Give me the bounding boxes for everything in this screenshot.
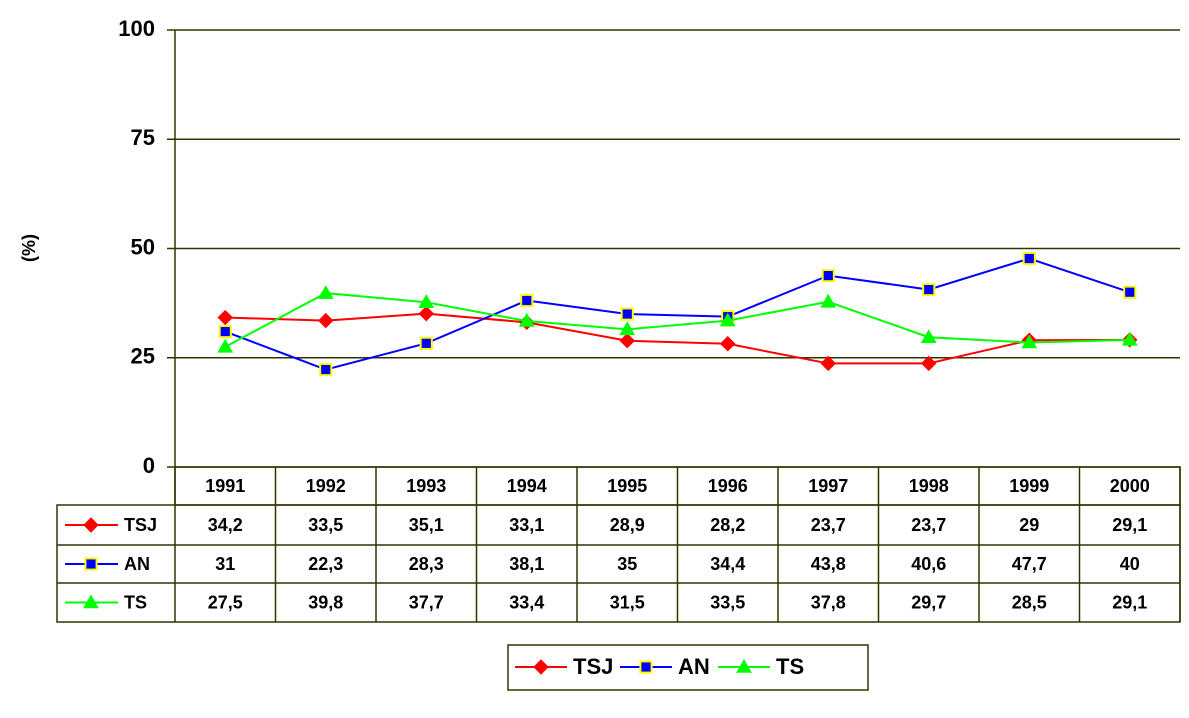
table-value: 31,5 [610,592,645,612]
table-value: 33,4 [509,592,544,612]
table-value: 35 [617,554,637,574]
table-value: 40 [1120,554,1140,574]
marker [639,660,653,674]
series-line [225,312,1130,365]
table-value: 43,8 [811,554,846,574]
x-tick-label: 2000 [1110,476,1150,496]
series-line [224,292,1130,348]
table-value: 28,3 [409,554,444,574]
table-value: 27,5 [208,592,243,612]
x-tick-label: 1997 [808,476,848,496]
table-value: 47,7 [1012,554,1047,574]
y-tick-label: 25 [131,344,155,369]
x-tick-label: 1996 [708,476,748,496]
marker [83,517,99,533]
series-line [224,257,1131,371]
marker [619,321,636,336]
marker [619,332,635,349]
legend-label: TSJ [573,654,613,679]
table-value: 22,3 [308,554,343,574]
table-value: 23,7 [911,515,946,535]
table-value: 40,6 [911,554,946,574]
table-value: 29 [1019,515,1039,535]
y-tick-label: 50 [131,234,155,259]
marker [518,313,535,327]
table-value: 38,1 [509,554,544,574]
marker [83,594,99,609]
legend-box [507,644,869,691]
table-series-name: TS [124,592,147,612]
table-value: 34,2 [208,515,243,535]
marker [418,294,435,309]
x-tick-label: 1991 [205,476,245,496]
marker [719,312,736,327]
table-value: 39,8 [308,592,343,612]
marker [922,282,936,297]
table-value: 35,1 [409,515,444,535]
table-value: 31 [215,554,235,574]
marker [921,355,937,372]
marker [920,329,937,343]
table-value: 33,5 [710,592,745,612]
marker [820,293,837,308]
table-value: 37,7 [409,592,444,612]
table-value: 28,9 [610,515,645,535]
marker [1022,251,1036,266]
legend-label: TS [776,654,804,679]
table-value: 28,5 [1012,592,1047,612]
table-value: 33,1 [509,515,544,535]
marker [419,336,433,350]
marker [418,305,434,322]
table-series-name: TSJ [124,515,157,535]
marker [736,658,752,673]
marker [720,336,736,352]
marker [319,362,333,377]
marker [1121,331,1138,346]
y-axis-label: (%) [19,234,39,262]
x-tick-label: 1993 [406,476,446,496]
table-value: 33,5 [308,515,343,535]
x-tick-label: 1999 [1009,476,1049,496]
legend-label: AN [678,654,710,679]
marker [318,312,334,329]
table-value: 23,7 [811,515,846,535]
table-value: 34,4 [710,554,745,574]
marker [821,268,835,283]
x-tick-label: 1992 [306,476,346,496]
marker [84,557,98,571]
marker [520,293,534,308]
marker [1021,334,1038,349]
table-value: 29,7 [911,592,946,612]
marker [218,324,232,339]
x-tick-label: 1998 [909,476,949,496]
y-tick-label: 0 [143,453,155,478]
x-tick-label: 1995 [607,476,647,496]
x-tick-label: 1994 [507,476,547,496]
table-value: 29,1 [1112,592,1147,612]
marker [533,659,549,675]
table-value: 29,1 [1112,515,1147,535]
table-value: 28,2 [710,515,745,535]
marker [217,309,233,326]
marker [1123,285,1137,299]
table-value: 37,8 [811,592,846,612]
marker [217,338,234,353]
table-series-name: AN [124,554,150,574]
y-tick-label: 75 [131,125,155,150]
y-tick-label: 100 [118,16,155,41]
marker [820,355,836,372]
marker [317,285,334,299]
marker [620,307,634,321]
